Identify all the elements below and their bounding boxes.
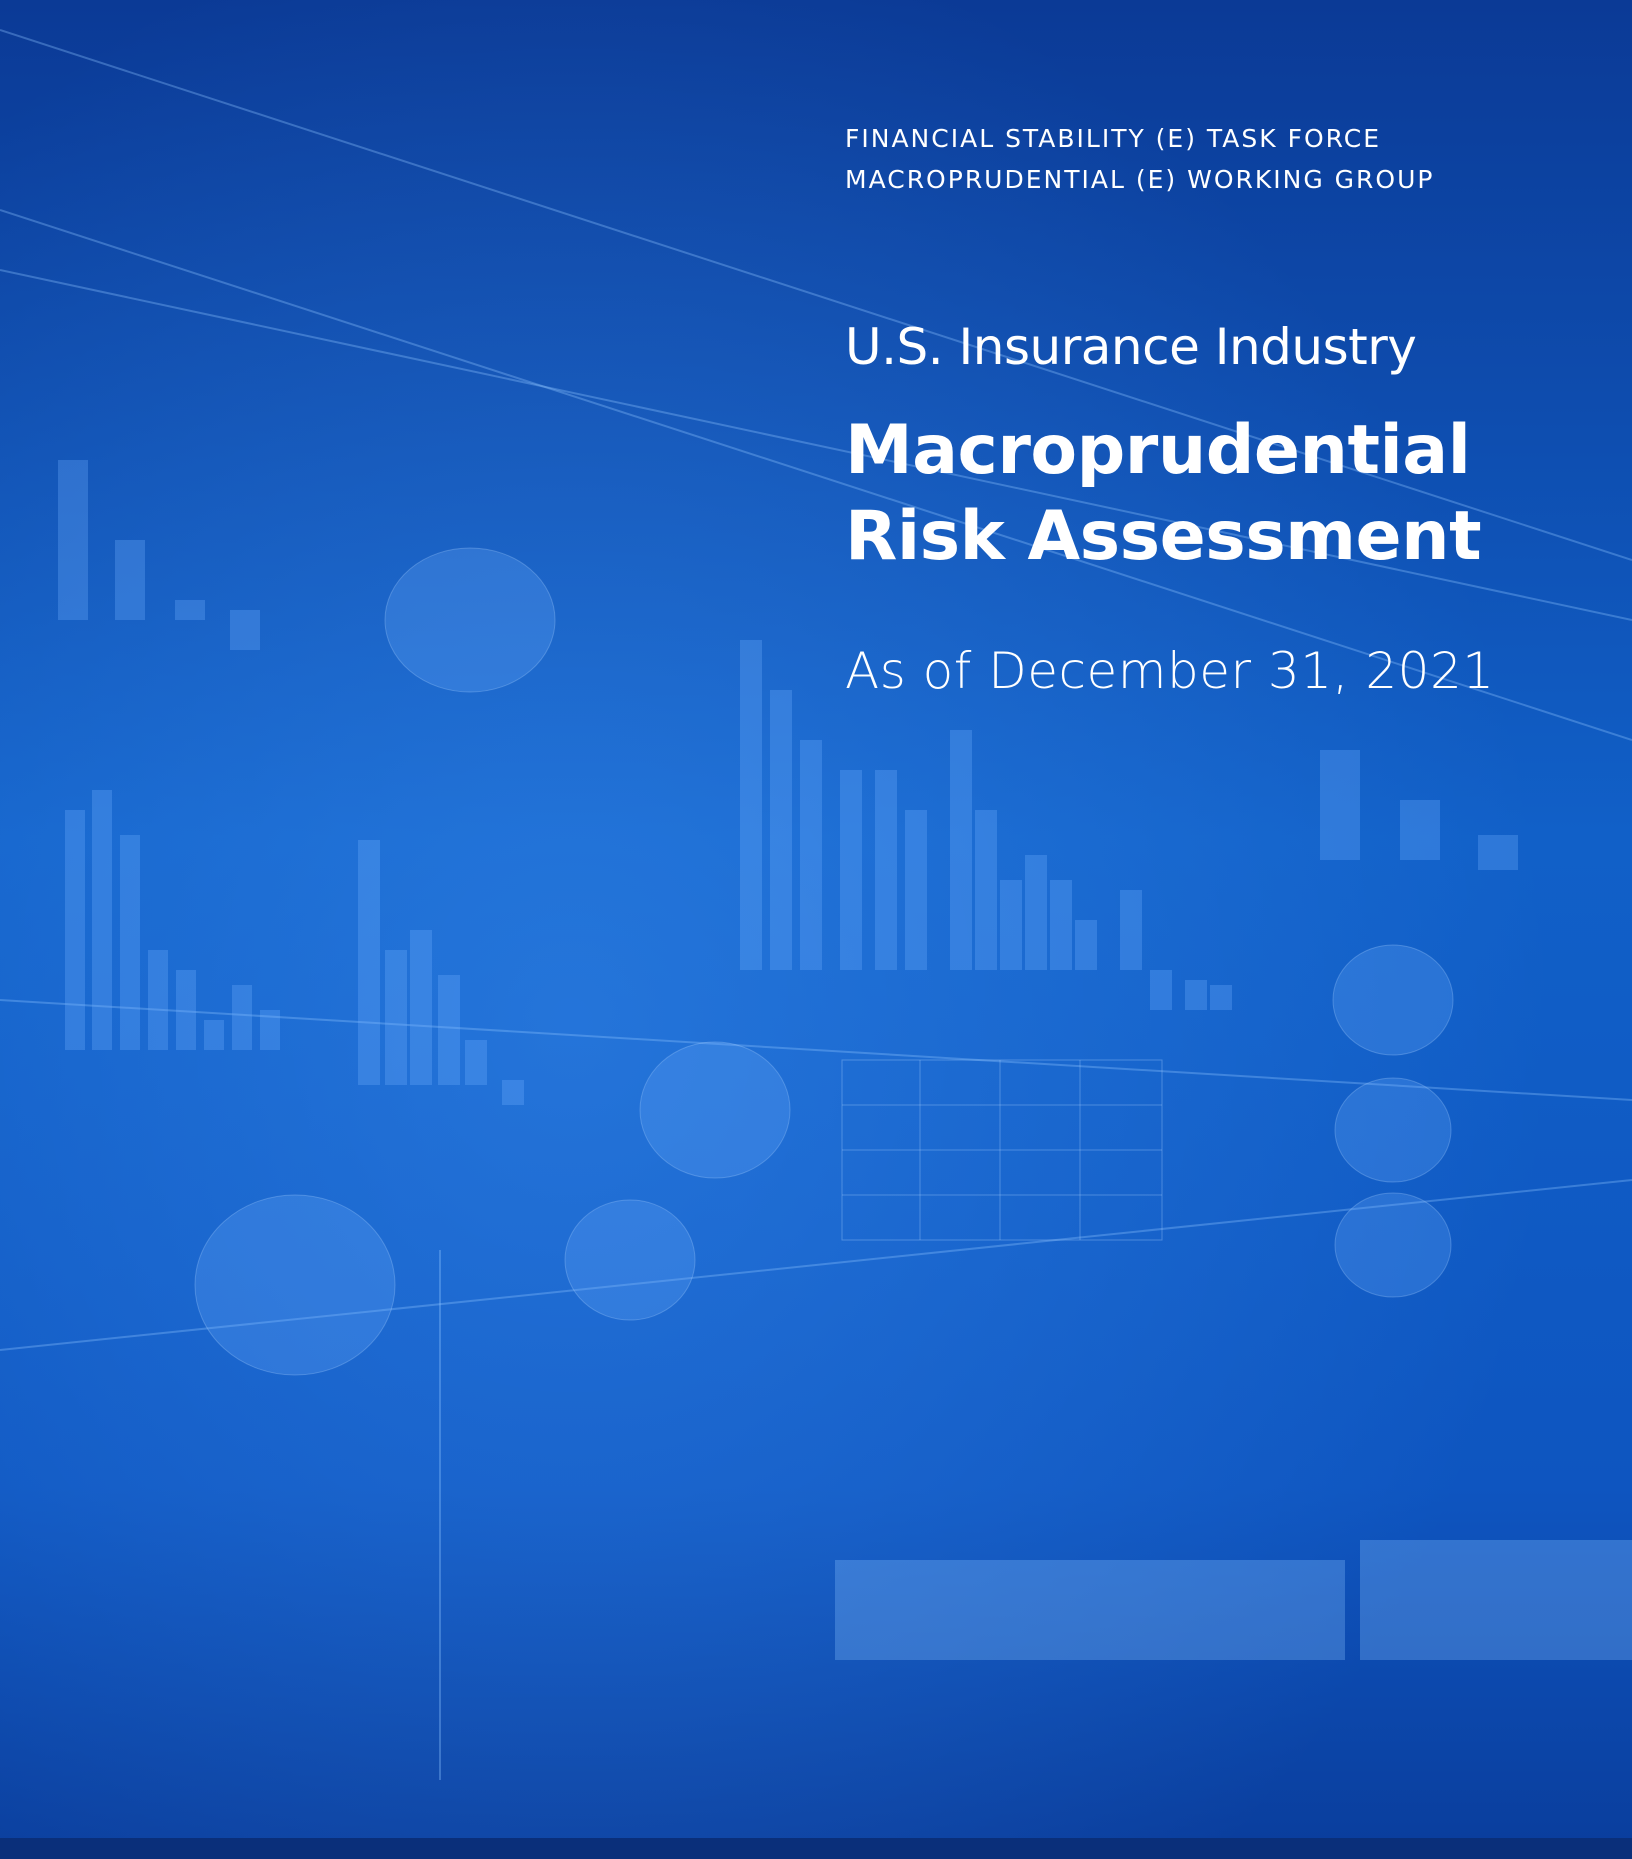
cover: FINANCIAL STABILITY (E) TASK FORCE MACRO… bbox=[0, 0, 1632, 1859]
header-line: FINANCIAL STABILITY (E) TASK FORCE bbox=[845, 124, 1381, 153]
bottom-band bbox=[0, 1838, 1632, 1859]
background-art bbox=[0, 0, 1632, 1859]
date: As of December 31, 2021 bbox=[845, 642, 1495, 700]
title-line: Macroprudential bbox=[845, 408, 1481, 494]
title-line: Risk Assessment bbox=[845, 494, 1481, 580]
title-kicker: U.S. Insurance Industry bbox=[845, 318, 1416, 376]
header-line: MACROPRUDENTIAL (E) WORKING GROUP bbox=[845, 165, 1434, 194]
